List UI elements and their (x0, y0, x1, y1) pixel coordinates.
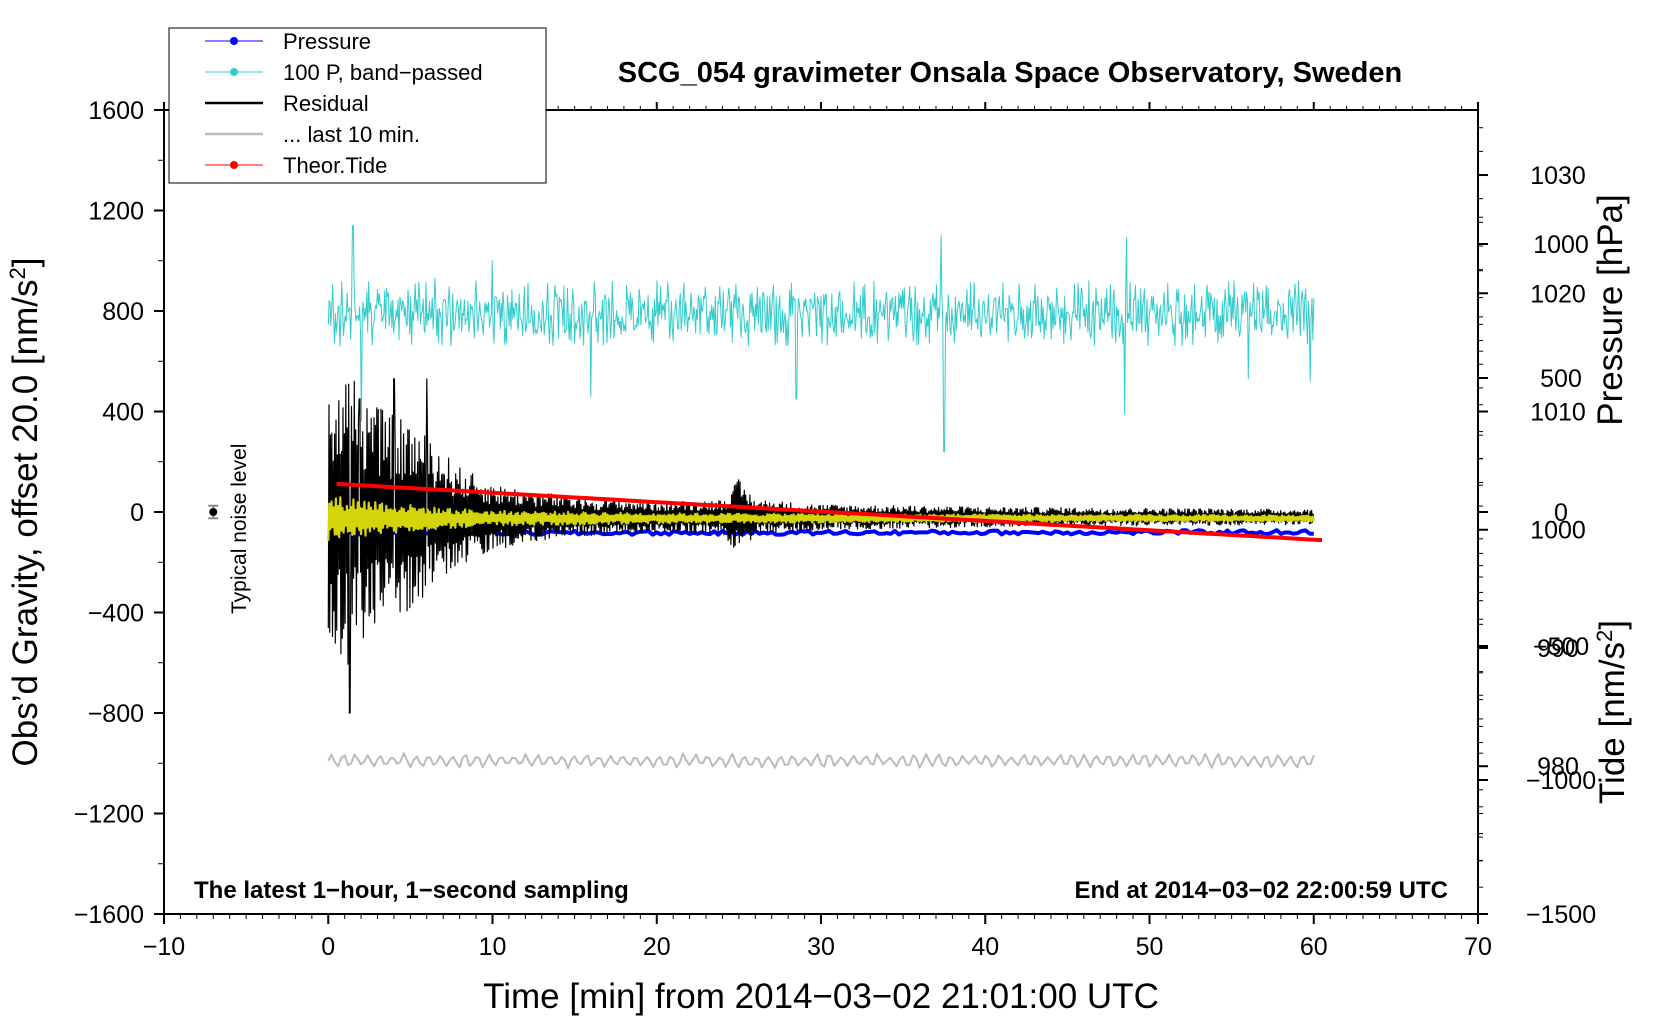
pressure-axis-label: Pressure [hPa] (1591, 194, 1630, 426)
pressure-tick-label: 1020 (1530, 280, 1586, 308)
y-tick-label: −1200 (74, 801, 144, 829)
end-time-note: End at 2014−03−02 22:00:59 UTC (1074, 877, 1448, 904)
tide-tick-label: 0 (1554, 499, 1568, 527)
pressure-axis-ticks: 1030 1020 1010 1000 990 980 (1478, 127, 1586, 862)
y-axis-ticks: 1600 1200 800 400 0 −400 −800 −1200 −1600 (74, 97, 164, 929)
tide-axis-ticks: 1000 500 0 −500 −1000 −1500 (1478, 216, 1596, 929)
series-last-10-min (327, 752, 1315, 770)
x-tick-label: 50 (1136, 933, 1164, 961)
legend-label: ... last 10 min. (283, 122, 420, 147)
x-tick-label: 20 (643, 933, 671, 961)
series-residual-smoothed (327, 496, 1315, 541)
pressure-tick-label: 980 (1537, 753, 1579, 781)
tide-tick-label: −1500 (1526, 901, 1596, 929)
x-tick-label: 70 (1464, 933, 1492, 961)
x-axis-ticks: −10 0 10 20 30 40 50 60 70 (143, 102, 1492, 961)
x-tick-label: 30 (807, 933, 835, 961)
x-tick-label: 10 (479, 933, 507, 961)
y-tick-label: 0 (130, 499, 144, 527)
x-axis-label: Time [min] from 2014−03−02 21:01:00 UTC (483, 977, 1159, 1016)
legend-marker (230, 37, 238, 45)
noise-level-marker (208, 504, 219, 520)
y-axis-label-left: Obs’d Gravity, offset 20.0 [nm/s2] (5, 258, 45, 767)
tide-tick-label: 500 (1540, 365, 1582, 393)
y-tick-label: 400 (102, 399, 144, 427)
sampling-note: The latest 1−hour, 1−second sampling (194, 877, 629, 904)
legend: Pressure 100 P, band−passed Residual ... la… (168, 27, 547, 184)
tide-tick-label: −500 (1533, 633, 1589, 661)
series-theoretical-tide (336, 481, 1323, 543)
y-tick-label: 1600 (88, 97, 144, 125)
legend-label: Pressure (283, 29, 371, 54)
y-tick-label: −400 (88, 600, 144, 628)
x-tick-label: 40 (971, 933, 999, 961)
x-tick-label: 60 (1300, 933, 1328, 961)
tide-tick-label: −1000 (1526, 767, 1596, 795)
x-tick-label: 0 (321, 933, 335, 961)
tide-axis-label: Tide [nm/s2] (1592, 620, 1632, 804)
legend-box (168, 27, 547, 184)
legend-label: Theor.Tide (283, 153, 387, 178)
legend-marker (230, 68, 238, 76)
noise-level-label: Typical noise level (228, 444, 251, 614)
tide-tick-label: 1000 (1533, 231, 1589, 259)
chart-title: SCG_054 gravimeter Onsala Space Observat… (618, 57, 1402, 89)
legend-label: Residual (283, 91, 369, 116)
y-tick-label: 800 (102, 298, 144, 326)
legend-marker (230, 161, 238, 169)
legend-label: 100 P, band−passed (283, 60, 483, 85)
y-tick-label: 1200 (88, 198, 144, 226)
noise-point (209, 508, 218, 516)
pressure-tick-label: 990 (1537, 635, 1579, 663)
x-tick-label: −10 (143, 933, 185, 961)
pressure-tick-label: 1000 (1530, 517, 1586, 545)
series-residual (327, 378, 1315, 714)
pressure-tick-label: 1030 (1530, 162, 1586, 190)
y-tick-label: −1600 (74, 901, 144, 929)
series-band-passed-pressure (327, 225, 1315, 453)
series-layer (327, 225, 1323, 770)
y-tick-label: −800 (88, 700, 144, 728)
pressure-tick-label: 1010 (1530, 399, 1586, 427)
